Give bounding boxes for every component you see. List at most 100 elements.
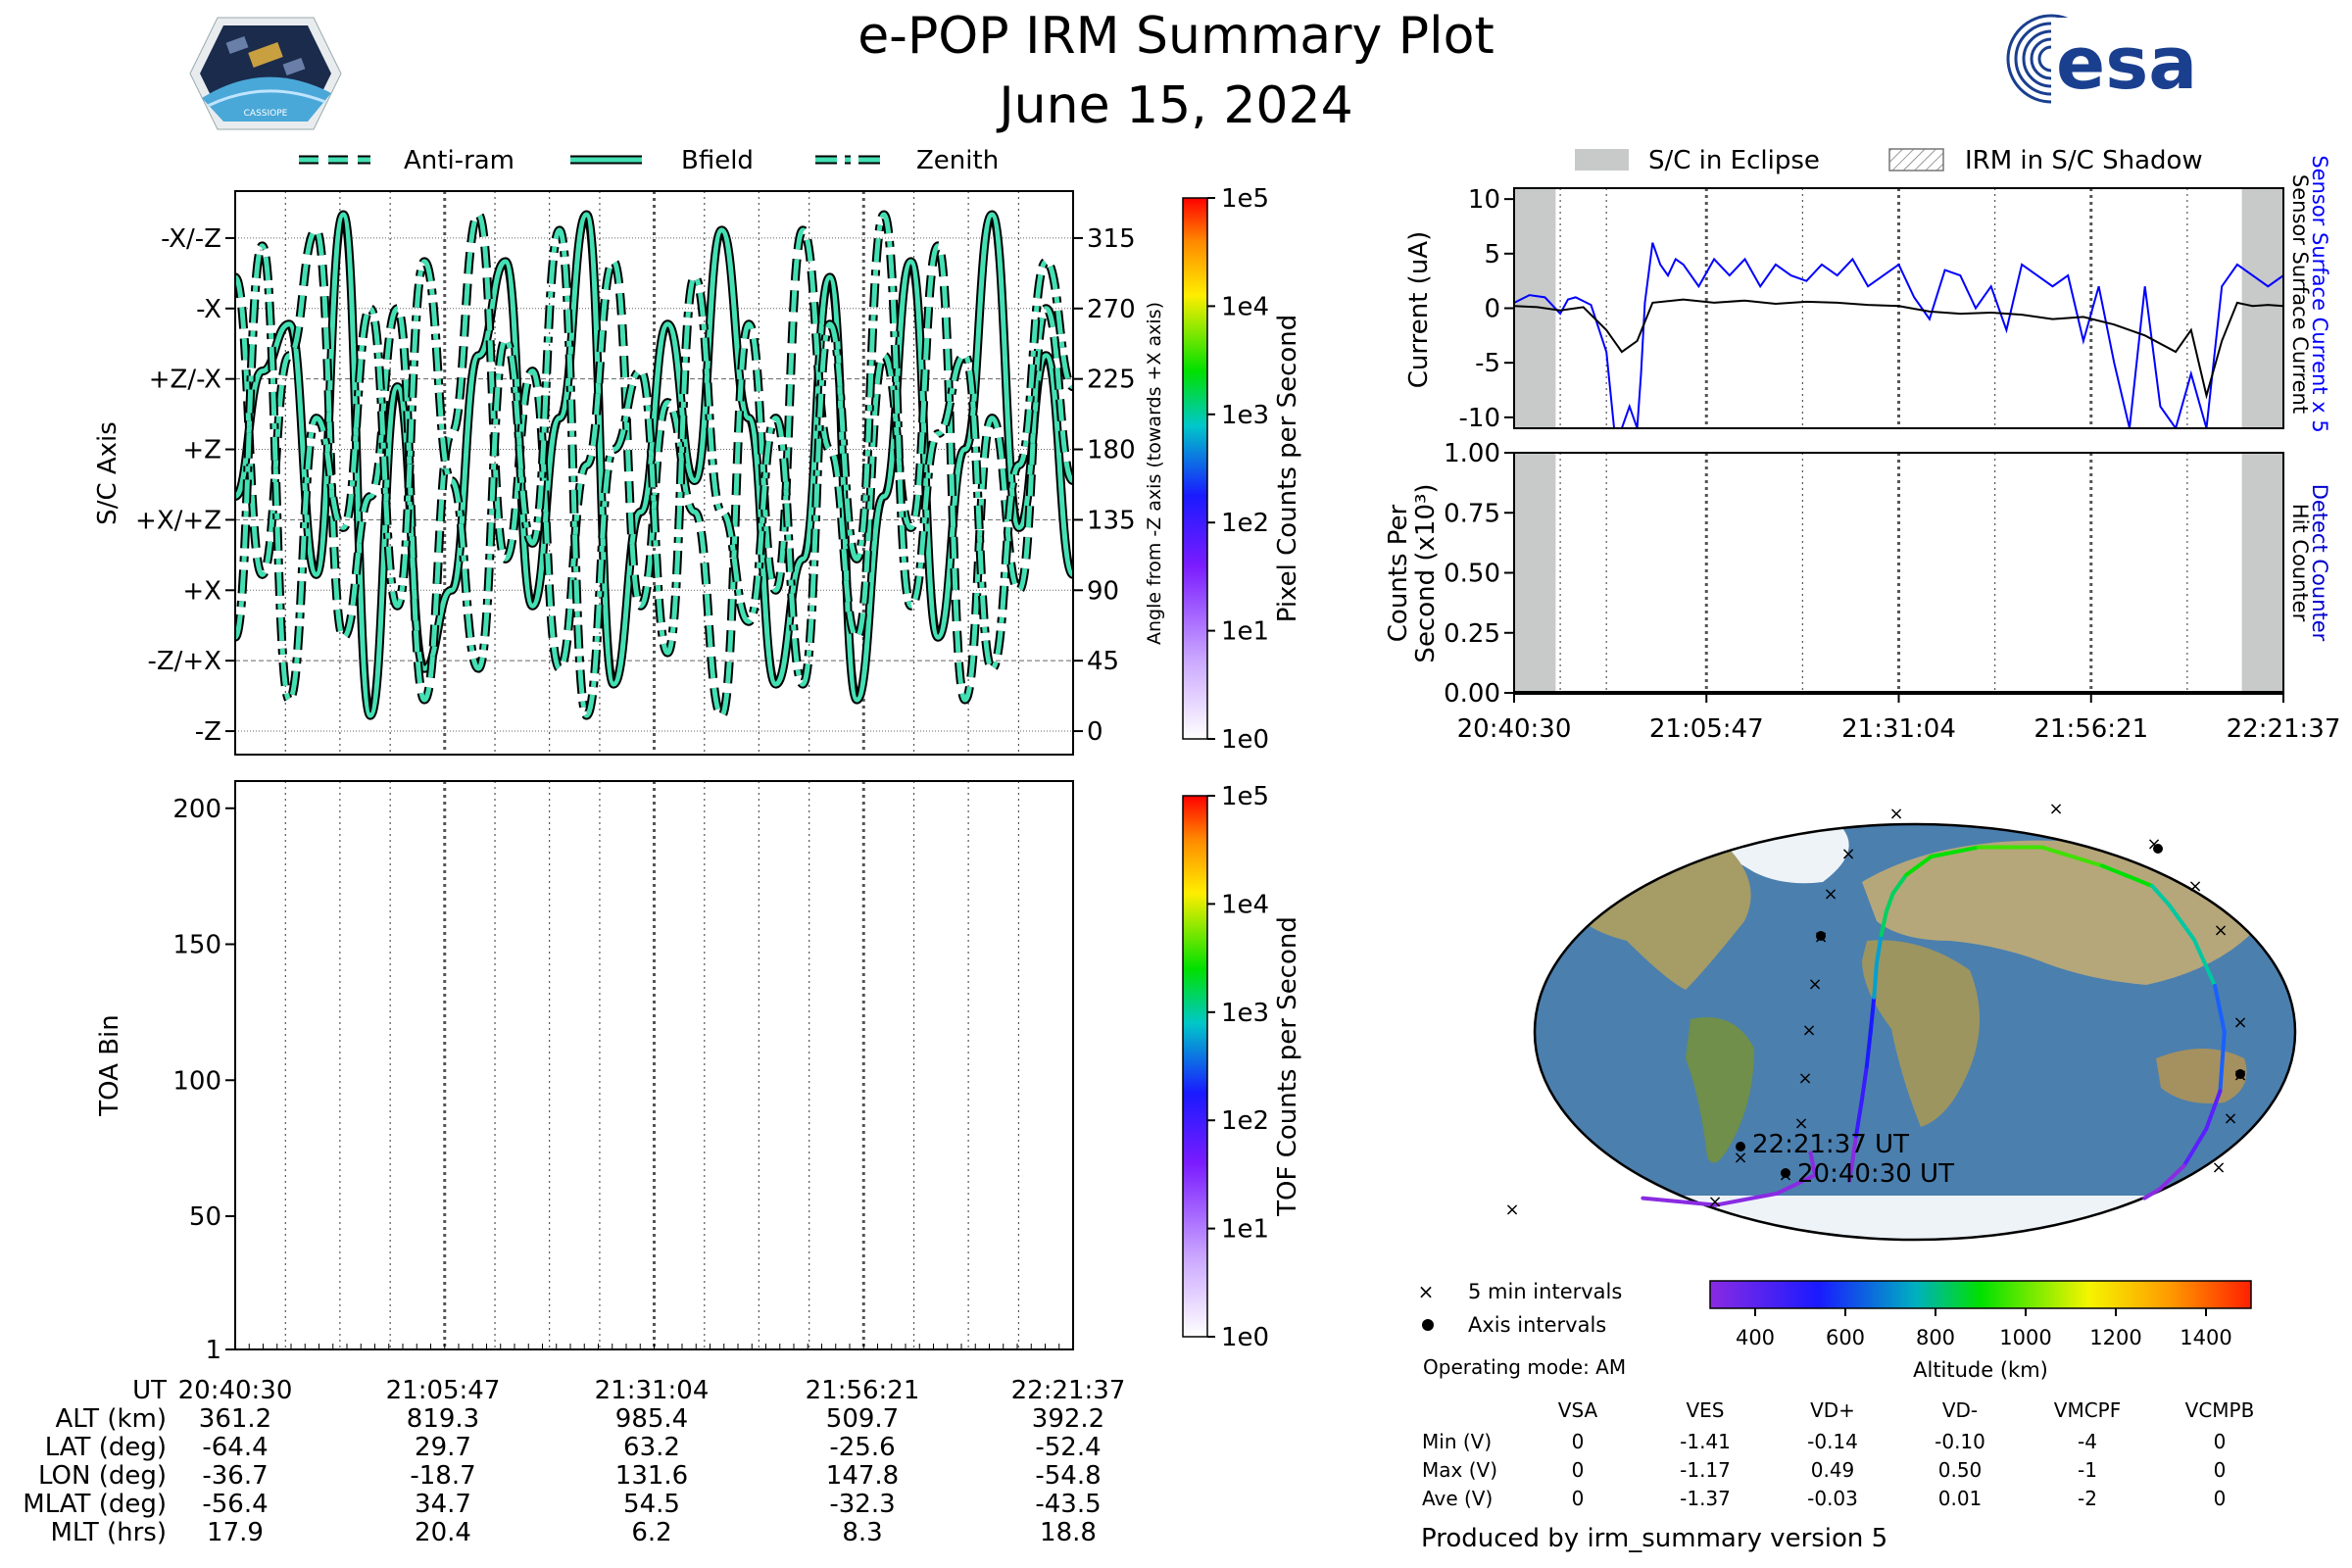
legend-eclipse: S/C in Eclipse — [1648, 146, 1820, 175]
stats-cell: -1.17 — [1680, 1458, 1731, 1482]
tof-colorbar-label: TOF Counts per Second — [1273, 916, 1302, 1217]
series-sensor-current-x5 — [1514, 242, 2283, 428]
counts-right-label-1: Detect Counter — [2308, 484, 2331, 642]
counts-grid — [1559, 453, 2188, 693]
orbit-track — [1641, 845, 2227, 1207]
table-cell: -52.4 — [1035, 1433, 1101, 1462]
table-cell: -25.6 — [829, 1433, 895, 1462]
stats-cell: 0.49 — [1811, 1458, 1855, 1482]
stats-cell: -0.03 — [1807, 1487, 1858, 1510]
counts-ylabel-line2: Second (x10³) — [1411, 483, 1441, 662]
toa-tick-label: 150 — [172, 931, 221, 960]
stats-col-header: VD- — [1942, 1398, 1978, 1422]
counts-tick-label: 1.00 — [1444, 439, 1500, 468]
stats-cell: 0 — [2214, 1430, 2227, 1453]
x-marker: × — [1733, 1148, 1747, 1168]
colorbar-tick-label: 1e3 — [1221, 401, 1269, 430]
table-cell: 63.2 — [623, 1433, 680, 1462]
track-segment-main — [2213, 983, 2227, 1034]
track-segment-main — [1859, 1064, 1869, 1103]
table-cell: -18.7 — [410, 1461, 475, 1491]
x-marker: × — [1707, 1192, 1722, 1212]
series-sensor-current — [1514, 298, 2283, 400]
left-tick-label: +X — [182, 576, 221, 606]
legend-shadow: IRM in S/C Shadow — [1965, 146, 2203, 175]
track-segment-main — [2099, 863, 2139, 882]
table-cell: 29.7 — [415, 1433, 471, 1462]
map-start-label: 20:40:30 UT — [1797, 1159, 1954, 1189]
table-cell: -64.4 — [202, 1433, 268, 1462]
colorbar-tick-label: 1e1 — [1221, 617, 1269, 647]
voltage-stats-table: VSA VES VD+ VD- VMCPF VCMPB Min (V) 0 -1.41 -0.14… — [1422, 1398, 2254, 1510]
track-segment-main — [1868, 995, 1877, 1034]
axis-dot — [2235, 1069, 2245, 1079]
table-cell: 20.4 — [415, 1518, 471, 1547]
table-row-label: ALT (km) — [55, 1404, 167, 1434]
stats-cell: 0 — [1572, 1487, 1585, 1510]
cassiope-logo-text: CASSIOPE — [244, 109, 288, 119]
angle-plot-frame — [234, 190, 1074, 756]
table-cell: 20:40:30 — [178, 1376, 293, 1405]
alt-tick-label: 1400 — [2180, 1326, 2231, 1349]
table-cell: 819.3 — [407, 1404, 479, 1434]
current-tick-label: 10 — [1468, 185, 1500, 215]
track-segment-main — [1929, 845, 1981, 858]
colorbar-tick-label: 1e0 — [1221, 1323, 1269, 1352]
operating-mode: Operating mode: AM — [1423, 1355, 1626, 1379]
axis-dot — [2153, 844, 2163, 854]
counts-xticks: 20:40:30 21:05:47 21:31:04 21:56:21 22:21:37 — [1457, 693, 2340, 744]
stats-col-header: VMCPF — [2054, 1398, 2121, 1422]
stats-cell: -1.41 — [1680, 1430, 1731, 1453]
legend-axis-intervals: Axis intervals — [1468, 1313, 1606, 1337]
track-segment-main — [1846, 1163, 1854, 1183]
x-marker: × — [1888, 804, 1903, 824]
stats-row-label: Ave (V) — [1422, 1487, 1493, 1510]
table-row-label: LON (deg) — [38, 1461, 167, 1491]
eclipse-band — [2241, 453, 2283, 693]
table-cell: 21:05:47 — [386, 1376, 501, 1405]
track-segment-main — [1904, 854, 1934, 877]
right-tick-label: 315 — [1087, 224, 1136, 254]
x-marker: × — [1801, 1020, 1816, 1041]
x-marker: × — [2223, 1108, 2237, 1129]
table-cell: 985.4 — [615, 1404, 688, 1434]
axis-dot — [1781, 1168, 1790, 1178]
track-segment-main — [1890, 872, 1909, 896]
right-tick-label: 180 — [1087, 436, 1136, 466]
footer-text: Produced by irm_summary version 5 — [1421, 1524, 1887, 1553]
right-tick-label: 135 — [1087, 506, 1136, 535]
table-cell: 17.9 — [207, 1518, 264, 1547]
current-tick-label: -5 — [1475, 349, 1500, 378]
stats-cell: -0.10 — [1935, 1430, 1985, 1453]
x-legend-icon: × — [1418, 1280, 1435, 1303]
left-tick-label: -Z — [195, 717, 221, 747]
eclipse-band — [1514, 453, 1556, 693]
right-tick-label: 270 — [1087, 295, 1136, 324]
tof-colorbar: 1e0 1e1 1e2 1e3 1e4 1e5 TOF Counts per Second — [1182, 782, 1302, 1352]
stats-row-label: Min (V) — [1422, 1430, 1492, 1453]
toa-tick-label: 100 — [172, 1066, 221, 1096]
stats-cell: 0 — [2214, 1487, 2227, 1510]
stats-col-header: VSA — [1558, 1398, 1598, 1422]
table-cell: -56.4 — [202, 1490, 268, 1519]
esa-logo-text: esa — [2056, 22, 2197, 106]
table-cell: 8.3 — [842, 1518, 882, 1547]
table-row-label: MLAT (deg) — [23, 1490, 167, 1519]
table-cell: 6.2 — [631, 1518, 671, 1547]
counts-yticks: 1.00 0.75 0.50 0.25 0.00 — [1444, 439, 1514, 709]
counts-xtick-label: 20:40:30 — [1457, 714, 1572, 744]
track-segment-main — [2157, 1163, 2186, 1192]
alt-tick-label: 600 — [1826, 1326, 1865, 1349]
alt-tick-label: 400 — [1736, 1326, 1775, 1349]
toa-ylabel: TOA Bin — [95, 1014, 124, 1116]
counts-ylabel-line1: Counts Per — [1384, 504, 1413, 642]
alt-tick-label: 800 — [1916, 1326, 1955, 1349]
left-tick-label: +Z — [182, 436, 221, 466]
angle-right-ticks: 315 270 225 180 135 90 45 0 — [1073, 224, 1136, 747]
stats-cell: -4 — [2078, 1430, 2097, 1453]
colorbar-tick-label: 1e0 — [1221, 725, 1269, 755]
right-tick-label: 0 — [1087, 717, 1103, 747]
counts-tick-label: 0.75 — [1444, 499, 1500, 528]
track-segment-main — [2150, 884, 2172, 907]
